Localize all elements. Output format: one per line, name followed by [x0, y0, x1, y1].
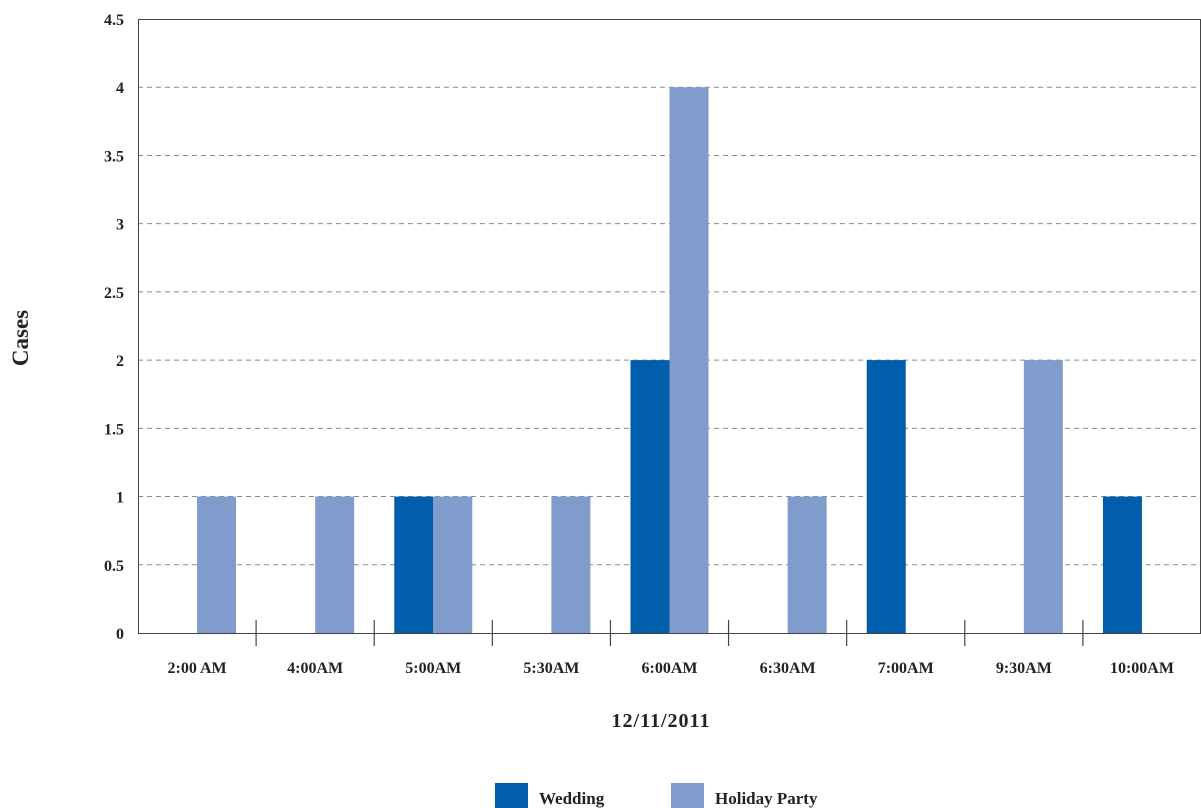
- bar-holiday-party: [315, 496, 355, 633]
- x-tick-label: 5:00AM: [405, 660, 461, 677]
- y-tick-label: 0: [116, 626, 124, 643]
- bar-holiday-party: [197, 496, 237, 633]
- x-tick-label: 6:00AM: [642, 660, 698, 677]
- bar-wedding: [1102, 496, 1142, 633]
- bar-holiday-party: [669, 87, 709, 633]
- legend-label: Wedding: [539, 789, 605, 808]
- y-tick-label: 4.5: [104, 12, 124, 29]
- y-tick-label: 2.5: [104, 285, 124, 302]
- x-tick-label: 5:30AM: [523, 660, 579, 677]
- y-tick-label: 4: [116, 80, 124, 97]
- legend-swatch: [495, 783, 528, 808]
- y-tick-label: 3: [116, 217, 124, 234]
- x-tick-label: 7:00AM: [878, 660, 934, 677]
- bar-holiday-party: [1023, 360, 1063, 633]
- x-tick-label: 6:30AM: [760, 660, 816, 677]
- bar-wedding: [630, 360, 670, 633]
- bar-wedding: [394, 496, 434, 633]
- y-tick-label: 0.5: [104, 558, 124, 575]
- y-tick-label: 1: [116, 490, 124, 507]
- x-tick-label: 2:00 AM: [168, 660, 227, 677]
- y-tick-label: 3.5: [104, 148, 124, 165]
- x-tick-label: 9:30AM: [996, 660, 1052, 677]
- x-axis-label: 12/11/2011: [612, 710, 711, 732]
- bar-holiday-party: [433, 496, 473, 633]
- x-tick-label: 4:00AM: [287, 660, 343, 677]
- legend-label: Holiday Party: [715, 789, 818, 808]
- bar-holiday-party: [551, 496, 591, 633]
- y-tick-labels: 0 0.5 1 1.5 2 2.5 3 3.5 4 4.5: [104, 12, 124, 643]
- bars: [197, 87, 1142, 633]
- y-tick-label: 2: [116, 353, 124, 370]
- x-tick-label: 10:00AM: [1110, 660, 1174, 677]
- bar-wedding: [866, 360, 906, 633]
- bar-holiday-party: [787, 496, 827, 633]
- x-tick-labels: 2:00 AM 4:00AM 5:00AM 5:30AM 6:00AM 6:30AM 7:0…: [168, 660, 1174, 677]
- y-tick-label: 1.5: [104, 421, 124, 438]
- legend: Wedding Holiday Party: [495, 783, 818, 808]
- legend-swatch: [671, 783, 704, 808]
- y-axis-label: Cases: [8, 310, 33, 366]
